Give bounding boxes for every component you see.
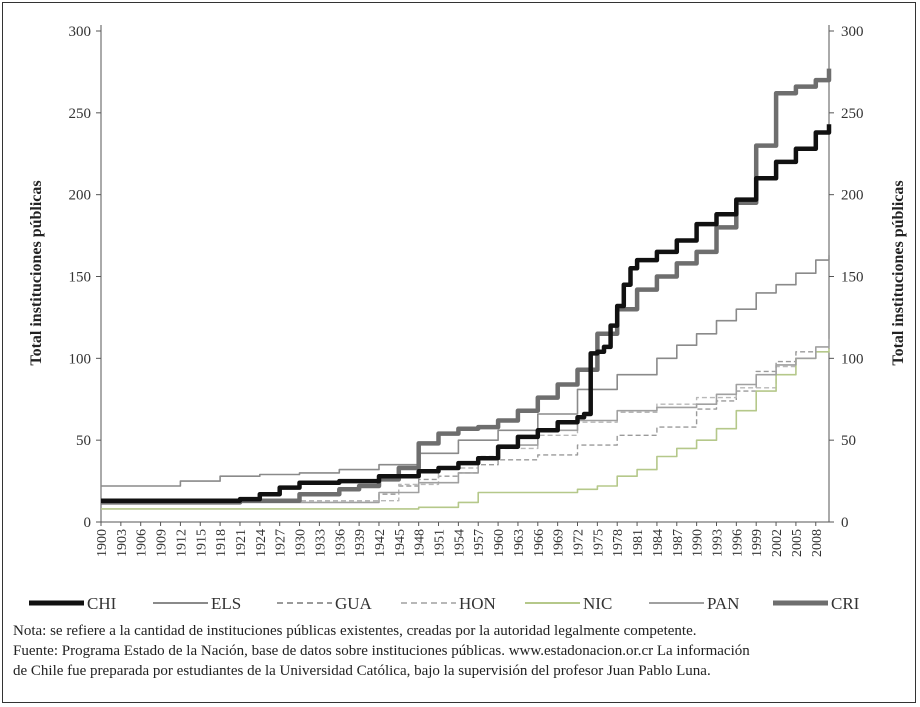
x-tick-label: 1909 [155, 529, 170, 557]
y-tick-label-left: 0 [84, 515, 92, 531]
y-tick-label-right: 150 [841, 270, 864, 286]
x-tick-label: 1960 [492, 529, 507, 557]
series-line-hon [101, 348, 830, 502]
x-tick-label: 1924 [254, 529, 269, 557]
legend-label-gua: GUA [335, 594, 373, 613]
x-tick-label: 1993 [710, 529, 725, 557]
series-line-gua [101, 351, 830, 502]
x-tick-label: 1972 [572, 529, 587, 557]
x-tick-label: 2002 [770, 529, 785, 557]
legend-label-cri: CRI [831, 594, 860, 613]
x-tick-label: 1948 [413, 529, 428, 557]
y-tick-label-right: 300 [841, 24, 864, 40]
legend: CHI ELS GUA HON NIC PAN CRI [29, 594, 860, 613]
y-axis-title-left: Total instituciones públicas [28, 180, 45, 365]
y-tick-label-left: 300 [69, 24, 92, 40]
legend-label-hon: HON [459, 594, 496, 613]
x-tick-label: 1942 [373, 529, 388, 557]
x-tick-label: 1966 [532, 529, 547, 557]
y-tick-label-right: 200 [841, 188, 864, 204]
legend-label-chi: CHI [87, 594, 117, 613]
x-tick-label: 1921 [234, 529, 249, 557]
x-tick-label: 1900 [95, 529, 110, 557]
x-tick-label: 1963 [512, 529, 527, 557]
x-tick-label: 1915 [194, 529, 209, 557]
x-tick-label: 2008 [810, 529, 825, 557]
line-chart: 0 50 100 150 200 250 300 0 50 100 150 200 250 300 19… [28, 24, 907, 613]
x-tick-label: 1990 [691, 529, 706, 557]
legend-label-els: ELS [211, 594, 241, 613]
y-tick-label-right: 100 [841, 351, 864, 367]
series-line-chi [101, 124, 832, 503]
x-tick-label: 1978 [611, 529, 626, 557]
y-axis-title-right: Total instituciones públicas [890, 180, 907, 365]
x-tick-label: 1927 [274, 529, 289, 557]
series-line-els [101, 255, 830, 487]
x-tick-label: 1999 [750, 529, 765, 557]
y-tick-label-right: 50 [841, 433, 856, 449]
figure-notes: Nota: se refiere a la cantidad de instit… [13, 621, 913, 681]
y-axis-left: 0 50 100 150 200 250 300 [69, 24, 101, 531]
x-tick-label: 1939 [353, 529, 368, 557]
x-tick-label: 1918 [214, 529, 229, 557]
legend-label-pan: PAN [707, 594, 739, 613]
x-tick-label: 1954 [452, 529, 467, 557]
x-tick-label: 1945 [393, 529, 408, 557]
series-lines [101, 68, 832, 510]
note-text: Nota: se refiere a la cantidad de instit… [13, 623, 697, 639]
x-axis: 1900 1903 1906 1909 1912 1915 1918 1921 1924 1927… [95, 522, 825, 557]
series-line-pan [101, 338, 830, 504]
x-tick-label: 2005 [790, 529, 805, 557]
x-tick-label: 1936 [333, 529, 348, 557]
y-axis-right: 0 50 100 150 200 250 300 [829, 24, 864, 531]
legend-label-nic: NIC [583, 594, 612, 613]
x-tick-label: 1981 [631, 529, 646, 557]
x-tick-label: 1906 [135, 529, 150, 557]
x-tick-label: 1930 [294, 529, 309, 557]
x-tick-label: 1984 [651, 529, 666, 557]
x-tick-label: 1957 [472, 529, 487, 557]
x-tick-label: 1912 [174, 529, 189, 557]
x-tick-label: 1975 [591, 529, 606, 557]
x-tick-label: 1969 [552, 529, 567, 557]
y-tick-label-left: 250 [69, 106, 92, 122]
x-tick-label: 1987 [671, 529, 686, 557]
y-tick-label-right: 0 [841, 515, 849, 531]
source-text: Fuente: Programa Estado de la Nación, ba… [13, 643, 750, 659]
x-tick-label: 1996 [730, 529, 745, 557]
source-text-continued: de Chile fue preparada por estudiantes d… [13, 663, 711, 679]
y-tick-label-left: 50 [76, 433, 91, 449]
x-tick-label: 1903 [115, 529, 130, 557]
x-tick-label: 1951 [433, 529, 448, 557]
series-line-cri [101, 68, 832, 505]
y-tick-label-left: 150 [69, 270, 92, 286]
series-line-nic [101, 348, 830, 510]
plot-area [100, 25, 830, 523]
y-tick-label-left: 100 [69, 351, 92, 367]
y-tick-label-right: 250 [841, 106, 864, 122]
x-tick-label: 1933 [313, 529, 328, 557]
y-tick-label-left: 200 [69, 188, 92, 204]
